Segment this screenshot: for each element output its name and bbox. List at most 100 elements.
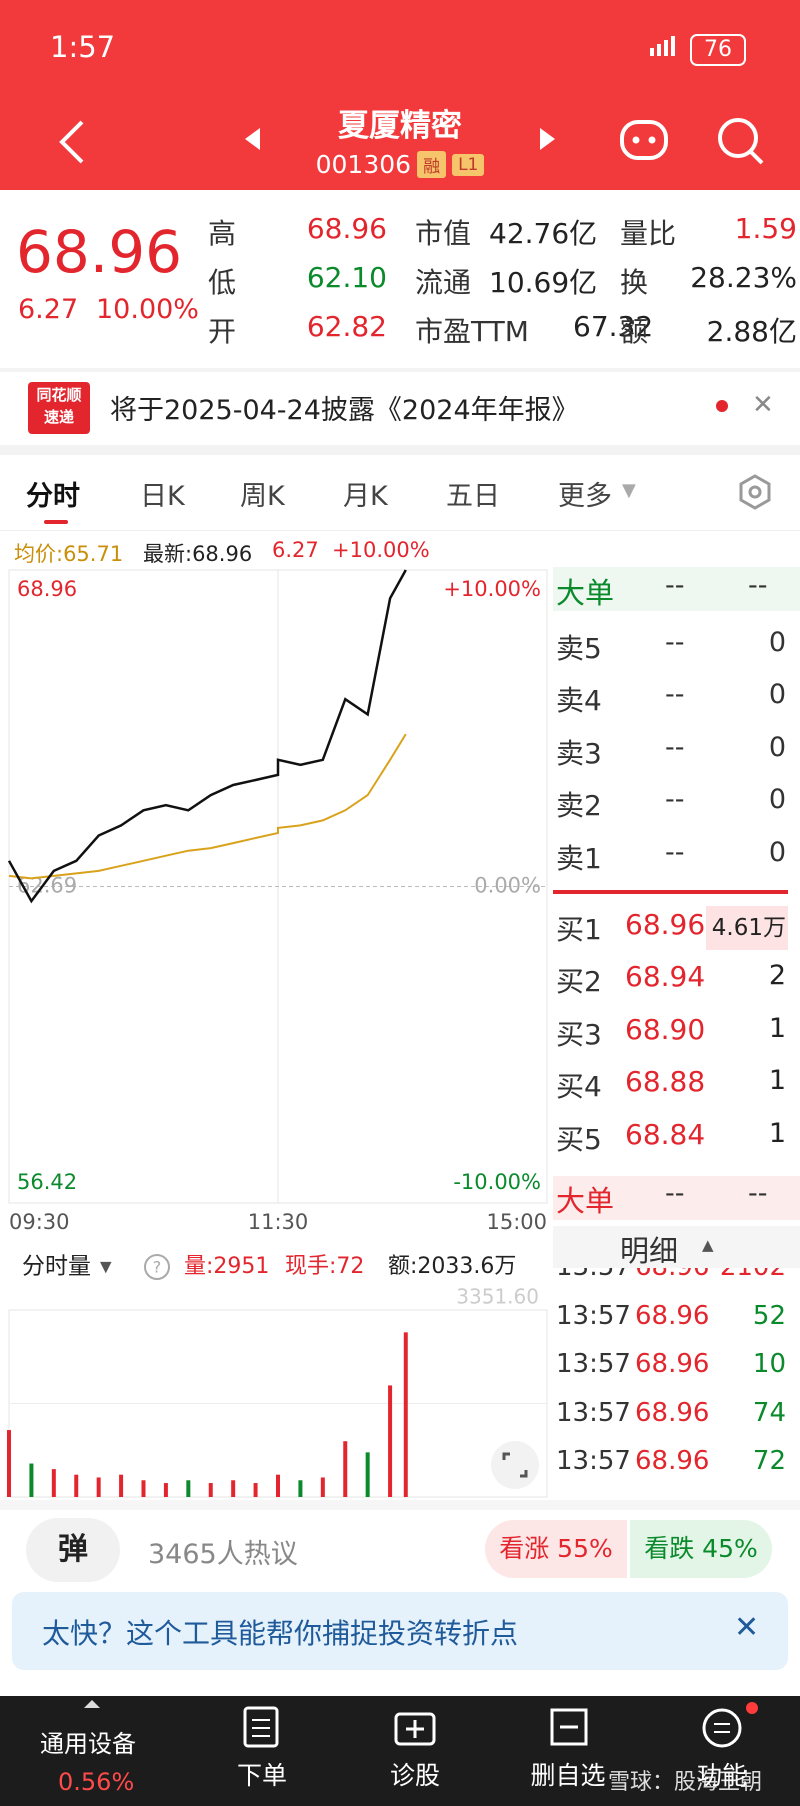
separator bbox=[0, 530, 800, 531]
detail-time: 13:57 bbox=[556, 1349, 631, 1379]
buy-label: 买2 bbox=[556, 965, 602, 999]
sell-label: 卖3 bbox=[556, 736, 602, 770]
stock-tag: L1 bbox=[452, 153, 485, 176]
y2-tick-label: 0.00% bbox=[474, 874, 541, 898]
status-time: 1:57 bbox=[50, 30, 116, 64]
last-info: 最新:68.96 bbox=[143, 542, 253, 566]
buy-highlight bbox=[706, 906, 788, 950]
volume-bar bbox=[141, 1480, 146, 1497]
buy-price: 68.90 bbox=[625, 1012, 706, 1046]
details-caret: ▲ bbox=[702, 1236, 714, 1254]
volume-annotation: 现手:72 bbox=[285, 1254, 364, 1279]
brand-line: 同花顺 bbox=[36, 386, 82, 404]
stat-label: 量比 bbox=[620, 217, 677, 250]
y2-tick-label: +10.00% bbox=[443, 577, 541, 601]
stat-value: 62.10 bbox=[306, 261, 387, 294]
discuss-count[interactable]: 3465人热议 bbox=[148, 1539, 298, 1570]
tab[interactable]: 更多 bbox=[558, 481, 612, 512]
detail-price: 68.96 bbox=[635, 1300, 710, 1331]
header-icons bbox=[59, 36, 764, 165]
tab-underline bbox=[44, 520, 68, 524]
volume-bar bbox=[365, 1452, 370, 1497]
tab[interactable]: 日K bbox=[140, 481, 185, 512]
vote-up[interactable]: 看涨 55% bbox=[485, 1520, 627, 1578]
nav-item[interactable]: 删自选 bbox=[530, 1761, 606, 1790]
sell-price: -- bbox=[665, 679, 685, 711]
top-bar bbox=[0, 0, 800, 190]
stat-label: 开 bbox=[208, 315, 237, 348]
stat-label: 高 bbox=[208, 217, 237, 250]
detail-vol: 10 bbox=[752, 1349, 786, 1379]
volume-bar bbox=[119, 1474, 124, 1497]
banner[interactable] bbox=[12, 1592, 788, 1670]
sell-vol: 0 bbox=[768, 784, 786, 816]
tab[interactable]: 周K bbox=[240, 481, 285, 512]
stat-label: 低 bbox=[208, 266, 237, 299]
nav-sector-pct: 0.56% bbox=[58, 1768, 135, 1796]
volume-bar bbox=[231, 1480, 236, 1497]
vote-down[interactable]: 看跌 45% bbox=[630, 1520, 772, 1578]
notice-text[interactable]: 将于2025-04-24披露《2024年年报》 bbox=[110, 395, 579, 426]
sell-price: -- bbox=[665, 627, 685, 658]
buy-vol: 1 bbox=[768, 1117, 786, 1149]
change-pct: 10.00% bbox=[96, 294, 199, 325]
volume-bar bbox=[7, 1430, 11, 1497]
stat-label: 额 bbox=[620, 315, 649, 348]
volume-bar bbox=[388, 1385, 393, 1497]
stat-value: 68.96 bbox=[306, 212, 387, 245]
details-title[interactable]: 明细 bbox=[620, 1234, 679, 1268]
stock-name: 夏厦精密 bbox=[338, 108, 462, 144]
volume-bar bbox=[96, 1477, 101, 1497]
y-tick-label: 56.42 bbox=[17, 1170, 77, 1194]
buy-price: 68.88 bbox=[625, 1065, 706, 1099]
volume-bar bbox=[403, 1332, 408, 1497]
sell-label: 卖5 bbox=[556, 632, 602, 665]
volume-bar bbox=[298, 1480, 303, 1497]
volume-bar bbox=[163, 1483, 168, 1497]
big-value: -- bbox=[665, 570, 685, 601]
sell-vol: 0 bbox=[768, 836, 786, 868]
big2-value: -- bbox=[748, 1178, 768, 1209]
big2-value: -- bbox=[665, 1178, 685, 1209]
sell-label: 卖4 bbox=[556, 684, 602, 718]
pct-info: +10.00% bbox=[332, 538, 430, 562]
notice-dot bbox=[716, 400, 728, 412]
stat-label: 换 bbox=[620, 266, 649, 299]
nav-sector[interactable]: 通用设备 bbox=[40, 1730, 136, 1758]
sell-label: 卖1 bbox=[556, 841, 602, 875]
detail-vol: 52 bbox=[752, 1300, 786, 1331]
nav-item[interactable]: 功能 bbox=[696, 1761, 747, 1790]
detail-vol: 74 bbox=[752, 1397, 786, 1428]
expand-icon[interactable] bbox=[490, 1440, 540, 1490]
watermark: 雪球：股海王朝 bbox=[608, 1770, 763, 1795]
detail-vol: 72 bbox=[752, 1446, 786, 1476]
tab[interactable]: 分时 bbox=[26, 481, 80, 512]
stock-tag: 融 bbox=[417, 151, 447, 178]
sell-vol: 0 bbox=[768, 627, 786, 658]
buy-vol: 2 bbox=[768, 960, 786, 992]
nav-item[interactable]: 诊股 bbox=[389, 1761, 440, 1790]
danmu-button[interactable]: 弹 bbox=[26, 1518, 120, 1582]
volume-bar bbox=[276, 1474, 280, 1497]
nav-item[interactable]: 下单 bbox=[236, 1761, 287, 1790]
tab[interactable]: 月K bbox=[343, 481, 388, 512]
buy-label: 买3 bbox=[556, 1017, 602, 1051]
avg-info: 均价:65.71 bbox=[14, 542, 124, 566]
detail-price: 68.96 bbox=[635, 1349, 710, 1379]
stat-value: 2.88亿 bbox=[706, 315, 797, 348]
big-label: 大单 bbox=[556, 576, 615, 610]
volume-caret: ▼ bbox=[100, 1258, 112, 1276]
volume-bar bbox=[320, 1477, 325, 1497]
stock-code-line: 001306 融 L1 bbox=[0, 150, 800, 179]
detail-vol: 2102 bbox=[720, 1268, 786, 1282]
tab[interactable]: 五日 bbox=[446, 481, 500, 512]
settings-icon[interactable] bbox=[735, 472, 775, 512]
buy-price: 68.94 bbox=[625, 960, 706, 994]
detail-time: 13:57 bbox=[556, 1300, 631, 1331]
details-clip: 13:5768.96210213:5768.965213:5768.961013… bbox=[553, 1268, 800, 1500]
notice-close[interactable]: ✕ bbox=[752, 390, 774, 420]
banner-text[interactable]: 太快？这个工具能帮你捕捉投资转折点 bbox=[42, 1617, 519, 1650]
banner-close[interactable]: ✕ bbox=[734, 1610, 760, 1645]
book-bg bbox=[553, 567, 800, 611]
volume-bar bbox=[29, 1463, 34, 1497]
